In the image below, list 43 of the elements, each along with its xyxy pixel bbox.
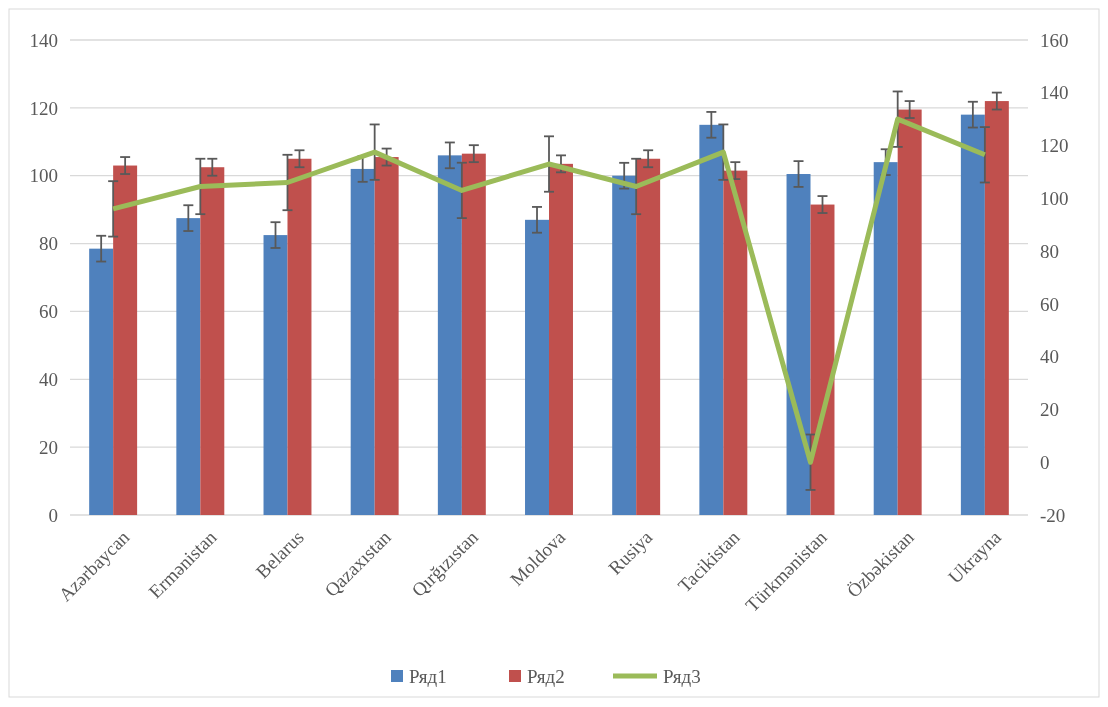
- bar: [897, 109, 922, 515]
- bar: [113, 165, 138, 515]
- bar: [960, 114, 985, 515]
- y2-tick-label: 140: [1040, 82, 1069, 104]
- bar: [525, 219, 549, 515]
- y2-tick-label: 20: [1040, 399, 1059, 421]
- bar: [699, 124, 724, 515]
- y-tick-label: 20: [39, 436, 58, 458]
- y-tick-label: 60: [39, 301, 58, 323]
- bar: [461, 153, 486, 515]
- y2-tick-label: 160: [1040, 29, 1069, 51]
- legend-label: Ряд1: [409, 665, 447, 687]
- bar: [350, 168, 375, 515]
- y2-tick-label: 40: [1040, 346, 1059, 368]
- bar: [263, 235, 288, 515]
- y-tick-label: 80: [39, 233, 58, 255]
- bar: [287, 158, 312, 515]
- bar: [786, 174, 811, 515]
- y-tick-label: 120: [29, 97, 58, 119]
- y-tick-label: 140: [29, 29, 58, 51]
- y2-tick-label: 0: [1040, 451, 1050, 473]
- legend-label: Ряд3: [663, 665, 701, 687]
- bar: [612, 175, 637, 515]
- bar: [810, 204, 835, 515]
- y2-tick-label: 120: [1040, 135, 1069, 157]
- bar: [437, 155, 462, 515]
- bar: [374, 157, 399, 515]
- bar: [723, 170, 748, 515]
- y2-tick-label: 60: [1040, 293, 1059, 315]
- bar: [176, 218, 201, 515]
- y2-tick-label: 80: [1040, 240, 1059, 262]
- bar: [873, 162, 898, 515]
- bar: [200, 167, 225, 515]
- bar: [89, 248, 114, 515]
- y-tick-label: 0: [48, 504, 58, 526]
- y-tick-label: 40: [39, 368, 58, 390]
- y2-tick-label: 100: [1040, 187, 1069, 209]
- bar: [549, 163, 573, 515]
- legend-label: Ряд2: [527, 665, 565, 687]
- bar: [636, 158, 661, 515]
- bar: [984, 101, 1009, 515]
- y-tick-label: 100: [29, 165, 58, 187]
- y2-tick-label: -20: [1040, 504, 1066, 526]
